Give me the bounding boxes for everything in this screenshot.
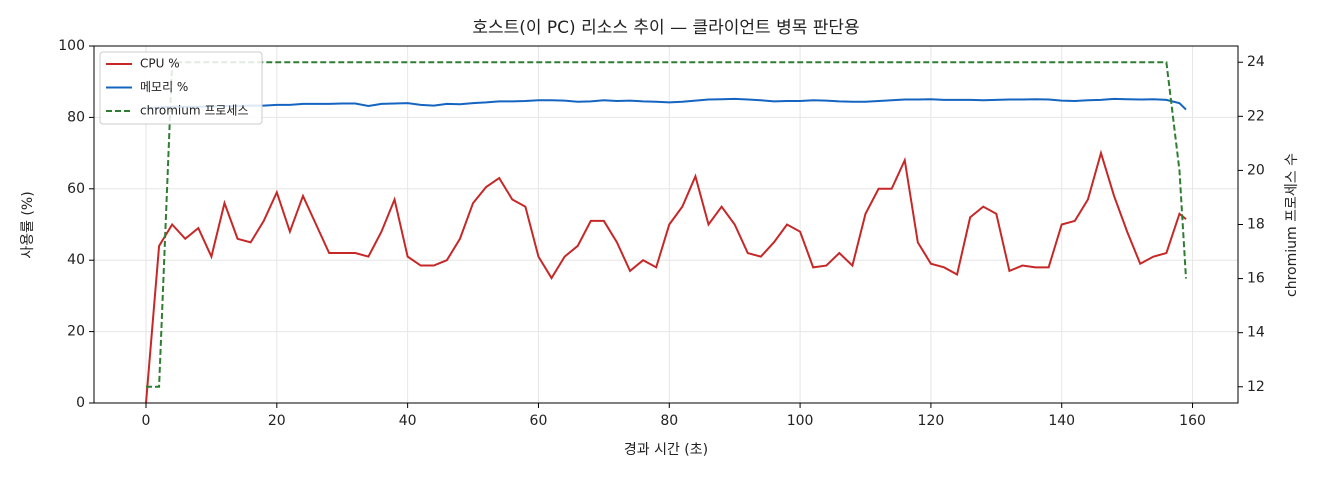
y-tick-label: 60 — [67, 181, 85, 197]
x-tick-label: 0 — [142, 413, 151, 429]
legend: CPU % 메모리 % chromium 프로세스 — [99, 51, 263, 125]
x-tick-label: 80 — [660, 413, 678, 429]
y-tick-label: 100 — [58, 38, 85, 54]
y-axis-label: 사용률 (%) — [20, 191, 36, 258]
x-tick-label: 40 — [399, 413, 417, 429]
y2-tick-label: 12 — [1247, 379, 1265, 395]
y2-tick-label: 16 — [1247, 271, 1265, 287]
y2-tick-label: 18 — [1247, 217, 1265, 233]
y2-tick-label: 14 — [1247, 325, 1265, 341]
y2-axis-label: chromium 프로세스 수 — [1284, 153, 1300, 297]
x-tick-label: 20 — [268, 413, 286, 429]
series-line — [145, 149, 1187, 404]
y2-tick-label: 22 — [1247, 108, 1265, 124]
y2-tick-label: 24 — [1247, 54, 1265, 70]
x-axis-label: 경과 시간 (초) — [624, 442, 708, 458]
chart-title: 호스트(이 PC) 리소스 추이 — 클라이언트 병목 판단용 — [472, 18, 859, 38]
plot-frame — [93, 45, 1239, 404]
y-tick-label: 0 — [76, 395, 85, 411]
x-tick-label: 100 — [787, 413, 814, 429]
y2-tick-label: 20 — [1247, 162, 1265, 178]
y-tick-label: 20 — [67, 324, 85, 340]
x-tick-label: 60 — [530, 413, 548, 429]
series-line — [145, 97, 1187, 111]
legend-label: CPU % — [140, 57, 180, 71]
legend-box — [99, 51, 263, 125]
legend-label: 메모리 % — [140, 80, 188, 94]
legend-label: chromium 프로세스 — [140, 104, 249, 118]
x-tick-label: 140 — [1048, 413, 1075, 429]
y-tick-label: 80 — [67, 109, 85, 125]
series-line — [146, 61, 1187, 388]
y-tick-label: 40 — [67, 252, 85, 268]
x-tick-label: 160 — [1179, 413, 1206, 429]
x-tick-label: 120 — [918, 413, 945, 429]
